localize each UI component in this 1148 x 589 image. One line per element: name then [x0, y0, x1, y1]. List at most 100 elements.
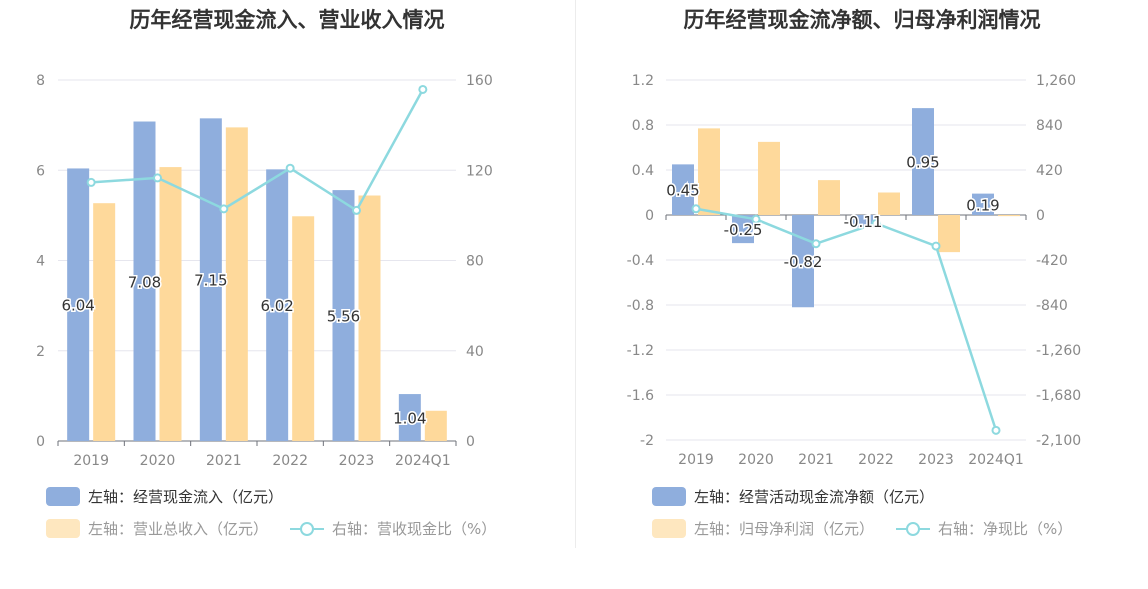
left-left-tick-label: 6	[36, 163, 45, 179]
right-line-point	[691, 204, 701, 214]
legend-label: 右轴：营收现金比（%）	[332, 520, 497, 538]
left-bar-series1	[398, 394, 421, 441]
legend-label: 左轴：归母净利润（亿元）	[694, 520, 875, 538]
right-legend-item-net-cash-flow[interactable]: 左轴：经营活动现金流净额（亿元）	[652, 486, 934, 507]
right-line-point	[931, 241, 941, 251]
legend-swatch-yellow	[46, 519, 80, 538]
right-data-label: 0.45	[666, 182, 699, 200]
right-bar-series1	[792, 215, 814, 308]
left-x-tick-label: 2022	[272, 453, 308, 469]
left-x-tick-label: 2019	[73, 453, 109, 469]
legend-label: 右轴：净现比（%）	[938, 520, 1073, 538]
left-chart-title: 历年经营现金流入、营业收入情况	[129, 8, 445, 32]
right-left-tick-label: -2	[640, 433, 654, 449]
right-left-tick-label: 0.8	[632, 118, 654, 134]
right-bar-series1	[852, 215, 874, 228]
legend-swatch-blue	[46, 487, 80, 506]
legend-line-marker-icon	[290, 521, 325, 536]
legend-swatch-blue	[652, 487, 686, 506]
left-legend-row-1: 左轴：经营现金流入（亿元）	[46, 486, 305, 507]
left-bar-series1	[67, 168, 90, 441]
right-bar-series2	[758, 141, 780, 215]
right-x-tick-label: 2020	[738, 452, 774, 468]
right-left-tick-label: 0.4	[632, 163, 654, 179]
right-left-tick-label: 1.2	[632, 73, 654, 89]
left-chart-panel: 历年经营现金流入、营业收入情况 0 0 2 40 4 80 6 120 8 160 2019 2020…	[36, 8, 518, 539]
left-left-tick-label: 0	[36, 434, 45, 450]
right-x-tick-label: 2021	[798, 452, 834, 468]
right-right-tick-label: -840	[1036, 298, 1068, 314]
left-bar-series2	[159, 167, 182, 441]
legend-label: 左轴：营业总收入（亿元）	[88, 520, 269, 538]
legend-swatch-yellow	[652, 519, 686, 538]
right-line-point	[991, 425, 1001, 435]
left-data-label: 1.04	[393, 410, 426, 428]
right-left-tick-label: -0.8	[627, 298, 654, 314]
right-chart-panel: 历年经营现金流净额、归母净利润情况 -2 -2,100 -1.6 -1,680 -1.2…	[576, 0, 1148, 589]
right-right-tick-label: 840	[1036, 118, 1063, 134]
left-bar-series2	[292, 216, 315, 441]
left-bar-series2	[93, 203, 116, 441]
right-data-label: -0.82	[784, 253, 823, 271]
right-bar-series1	[732, 215, 754, 244]
right-right-tick-label: -1,680	[1036, 388, 1081, 404]
right-line-series	[695, 207, 998, 431]
left-right-tick-label: 80	[466, 254, 484, 270]
right-x-tick-label: 2019	[678, 452, 714, 468]
left-bar-series1	[332, 190, 355, 441]
right-left-tick-label: -1.6	[627, 388, 654, 404]
left-bar-series2	[424, 410, 447, 441]
left-line-point	[352, 205, 361, 215]
right-right-tick-label: -420	[1036, 253, 1068, 269]
left-legend-row-2: 左轴：营业总收入（亿元） 右轴：营收现金比（%）	[46, 518, 518, 539]
left-chart-svg: 0 0 2 40 4 80 6 120 8 160 2019 2020 2021 2022 2023 2024…	[36, 73, 493, 469]
right-right-tick-label: 420	[1036, 163, 1063, 179]
left-line-series	[91, 88, 424, 213]
left-x-tick-label: 2021	[206, 453, 242, 469]
left-right-tick-label: 0	[466, 434, 475, 450]
left-legend-item-cash-inflow[interactable]: 左轴：经营现金流入（亿元）	[46, 486, 283, 507]
right-data-label: -0.25	[724, 221, 763, 239]
right-legend-row-2: 左轴：归母净利润（亿元） 右轴：净现比（%）	[652, 518, 1094, 539]
left-bar-series1	[133, 121, 156, 441]
left-line-point	[418, 84, 428, 94]
right-right-tick-label: -2,100	[1036, 433, 1081, 449]
right-legend-row-1: 左轴：经营活动现金流净额（亿元）	[652, 486, 956, 507]
left-legend-item-revenue[interactable]: 左轴：营业总收入（亿元）	[46, 518, 268, 539]
right-data-label: 0.95	[906, 154, 939, 172]
right-bar-series2	[698, 128, 720, 215]
right-right-tick-label: 1,260	[1036, 73, 1076, 89]
right-bar-series1	[972, 193, 994, 215]
left-x-tick-label: 2020	[140, 453, 176, 469]
left-bar-series2	[358, 195, 381, 441]
left-x-tick-label: 2024Q1	[395, 453, 451, 469]
right-line-point	[871, 218, 881, 228]
left-line-point	[285, 163, 295, 173]
left-data-label: 7.15	[194, 272, 227, 290]
right-bar-series1	[912, 108, 934, 215]
left-left-tick-label: 4	[36, 254, 45, 270]
legend-line-marker-icon	[896, 521, 931, 536]
right-legend-item-net-profit[interactable]: 左轴：归母净利润（亿元）	[652, 518, 874, 539]
panel-divider	[575, 0, 576, 548]
right-left-tick-label: 0	[645, 208, 654, 224]
left-legend-item-ratio[interactable]: 右轴：营收现金比（%）	[290, 518, 496, 539]
right-legend-item-ratio[interactable]: 右轴：净现比（%）	[896, 518, 1072, 539]
right-right-tick-label: 0	[1036, 208, 1045, 224]
left-data-label: 6.02	[260, 297, 293, 315]
left-left-tick-label: 8	[36, 73, 45, 89]
left-x-tick-label: 2023	[339, 453, 375, 469]
right-right-tick-label: -1,260	[1036, 343, 1081, 359]
left-right-tick-label: 40	[466, 344, 484, 360]
left-bar-series2	[225, 127, 248, 441]
right-chart-title: 历年经营现金流净额、归母净利润情况	[683, 8, 1041, 32]
right-data-label: 0.19	[966, 196, 999, 214]
left-right-tick-label: 120	[466, 163, 493, 179]
legend-label: 左轴：经营活动现金流净额（亿元）	[694, 488, 935, 506]
left-line-point	[86, 177, 96, 187]
right-x-tick-label: 2022	[858, 452, 894, 468]
left-right-tick-label: 160	[466, 73, 493, 89]
left-line-point	[153, 173, 162, 183]
left-data-label: 6.04	[61, 297, 94, 315]
right-data-label: -0.11	[844, 213, 883, 231]
